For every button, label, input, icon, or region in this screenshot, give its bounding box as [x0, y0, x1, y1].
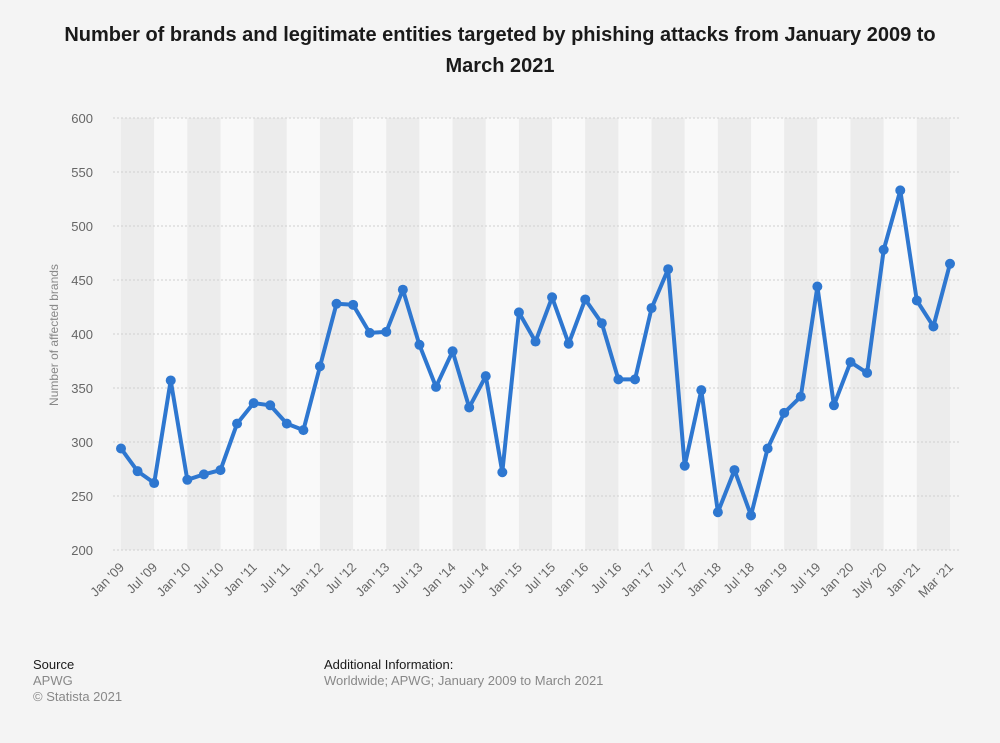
data-point [547, 292, 558, 303]
y-tick-label: 400 [71, 327, 93, 342]
source-name: APWG [33, 673, 73, 688]
data-point [613, 374, 624, 385]
y-axis-ticks: 200 250 300 350 400 450 500 550 600 [71, 111, 93, 558]
data-point [513, 307, 524, 318]
y-tick-label: 350 [71, 381, 93, 396]
x-tick-label: Jul '10 [190, 560, 227, 597]
x-tick-label: Jan '21 [883, 560, 923, 600]
data-point [348, 299, 359, 310]
y-tick-label: 300 [71, 435, 93, 450]
data-point [928, 321, 939, 332]
data-point [397, 284, 408, 295]
data-point [265, 400, 276, 411]
data-point [812, 281, 823, 292]
data-point [198, 469, 209, 480]
background-band [319, 118, 354, 550]
background-band [419, 118, 453, 550]
data-point [845, 357, 856, 368]
y-tick-label: 250 [71, 489, 93, 504]
x-tick-label: Jan '19 [750, 560, 790, 600]
data-point [895, 185, 906, 196]
background-band [187, 118, 221, 550]
x-tick-label: Jan '12 [286, 560, 326, 600]
data-point [712, 507, 723, 518]
data-point [281, 418, 292, 429]
data-point [580, 294, 591, 305]
gridlines [113, 117, 960, 551]
chart-title: Number of brands and legitimate entities… [64, 24, 936, 77]
data-point [828, 400, 839, 411]
background-band [883, 118, 917, 550]
x-tick-label: Jan '18 [684, 560, 724, 600]
data-point [314, 361, 325, 372]
info-heading: Additional Information: [324, 657, 454, 672]
y-tick-label: 550 [71, 165, 93, 180]
x-tick-label: Jan '13 [352, 560, 392, 600]
data-point [497, 467, 508, 478]
data-point [232, 418, 243, 429]
background-band [518, 118, 553, 550]
y-tick-label: 500 [71, 219, 93, 234]
data-point [729, 465, 740, 476]
y-tick-label: 600 [71, 111, 93, 126]
background-band [751, 118, 785, 550]
data-point [480, 371, 491, 382]
x-tick-label: Jan '16 [551, 560, 591, 600]
x-tick-label: Jan '09 [87, 560, 127, 600]
data-point [431, 381, 442, 392]
x-tick-label: Jan '11 [220, 560, 259, 599]
data-point [563, 338, 574, 349]
data-point [447, 346, 458, 357]
data-point [116, 443, 126, 454]
data-point [149, 478, 160, 489]
source-block: Source APWG © Statista 2021 [33, 657, 122, 705]
data-point [182, 474, 193, 485]
data-point [132, 466, 143, 477]
y-tick-label: 450 [71, 273, 93, 288]
data-point [762, 443, 773, 454]
x-tick-label: Jan '17 [618, 560, 658, 600]
x-tick-label: Jan '15 [485, 560, 525, 600]
data-point [165, 375, 176, 386]
copyright: © Statista 2021 [33, 689, 123, 704]
info-text: Worldwide; APWG; January 2009 to March 2… [324, 673, 604, 688]
data-point [945, 258, 955, 269]
data-point [530, 336, 541, 347]
data-point [878, 244, 889, 255]
data-points [116, 185, 955, 521]
data-point [331, 298, 342, 309]
data-point [364, 327, 375, 338]
data-point [215, 465, 226, 476]
data-point [862, 367, 873, 378]
x-tick-label: Jan '14 [419, 560, 459, 600]
data-point [795, 391, 806, 402]
data-point [663, 264, 674, 275]
data-point [381, 326, 392, 337]
background-band [651, 118, 685, 550]
data-point [779, 407, 790, 418]
x-tick-label: Mar '21 [915, 560, 956, 601]
source-heading: Source [33, 657, 75, 672]
x-tick-label: Jan '10 [153, 560, 193, 600]
y-axis-label: Number of affected brands [47, 264, 61, 406]
data-point [248, 398, 259, 409]
additional-info-block: Additional Information: Worldwide; APWG;… [324, 657, 603, 689]
data-point [596, 318, 607, 329]
data-point [679, 460, 690, 471]
x-tick-label: July '20 [848, 560, 889, 601]
y-tick-label: 200 [71, 543, 93, 558]
data-point [629, 374, 640, 385]
data-point [696, 385, 707, 396]
data-point [746, 510, 757, 521]
data-point [464, 402, 475, 413]
data-point [414, 339, 425, 350]
data-point [911, 295, 922, 306]
data-point [646, 303, 657, 314]
data-point [298, 425, 309, 436]
